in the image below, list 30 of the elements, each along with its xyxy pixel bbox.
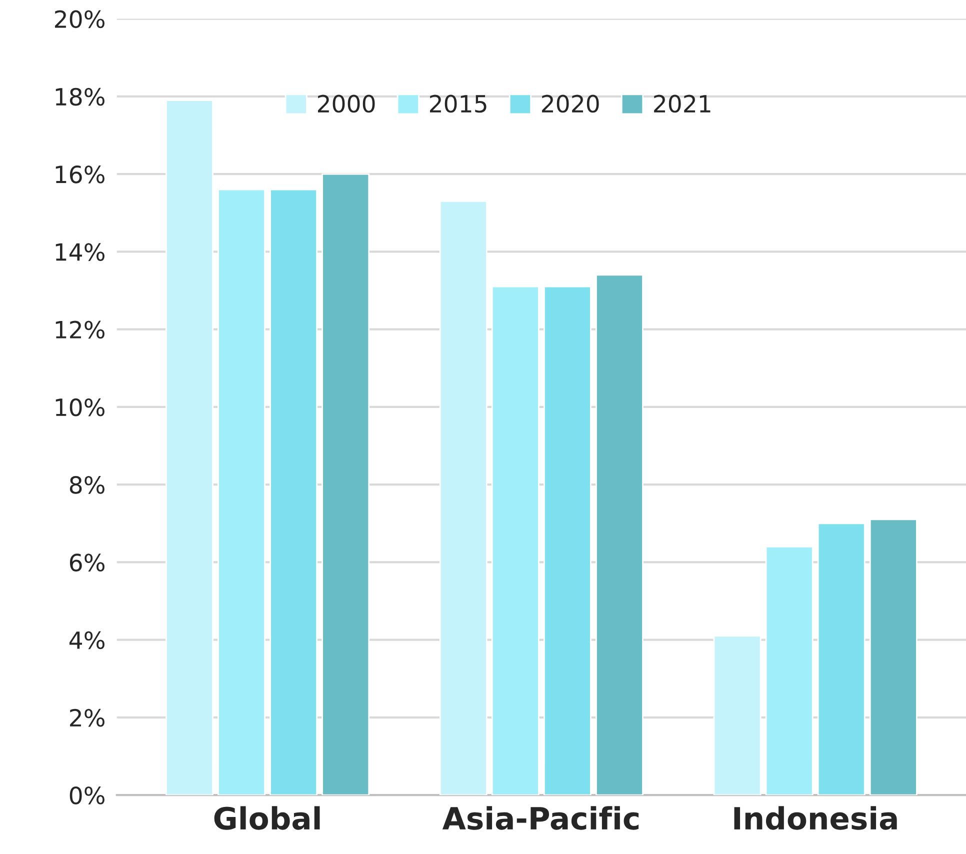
y-tick-label: 20% bbox=[55, 10, 104, 28]
bar bbox=[218, 188, 266, 796]
legend-label: 2015 bbox=[430, 94, 486, 113]
bar bbox=[270, 188, 318, 796]
legend-label: 2020 bbox=[542, 94, 599, 113]
bar bbox=[322, 173, 370, 796]
y-tick-label: 2% bbox=[70, 708, 104, 727]
bar bbox=[439, 200, 488, 796]
x-tick-label: Global bbox=[214, 806, 320, 830]
y-tick-label: 12% bbox=[56, 320, 104, 339]
bar bbox=[765, 546, 814, 796]
legend-label: 2021 bbox=[654, 94, 710, 113]
bar bbox=[596, 274, 644, 796]
y-tick-label: 18% bbox=[56, 88, 104, 106]
y-tick-label: 14% bbox=[56, 243, 104, 261]
bar bbox=[165, 100, 214, 796]
y-tick-label: 0% bbox=[70, 786, 104, 804]
bar bbox=[713, 635, 762, 796]
bar bbox=[491, 286, 540, 796]
y-tick-label: 16% bbox=[56, 165, 104, 184]
y-tick-label: 8% bbox=[70, 476, 104, 494]
legend-label: 2000 bbox=[318, 94, 375, 113]
y-tick-label: 10% bbox=[56, 398, 104, 416]
bar bbox=[543, 286, 592, 796]
x-tick-label: Asia-Pacific bbox=[442, 806, 639, 830]
bar bbox=[817, 522, 866, 796]
bar bbox=[869, 518, 918, 796]
y-tick-label: 6% bbox=[70, 554, 104, 572]
y-tick-label: 4% bbox=[69, 631, 104, 650]
x-tick-label: Indonesia bbox=[734, 806, 897, 830]
